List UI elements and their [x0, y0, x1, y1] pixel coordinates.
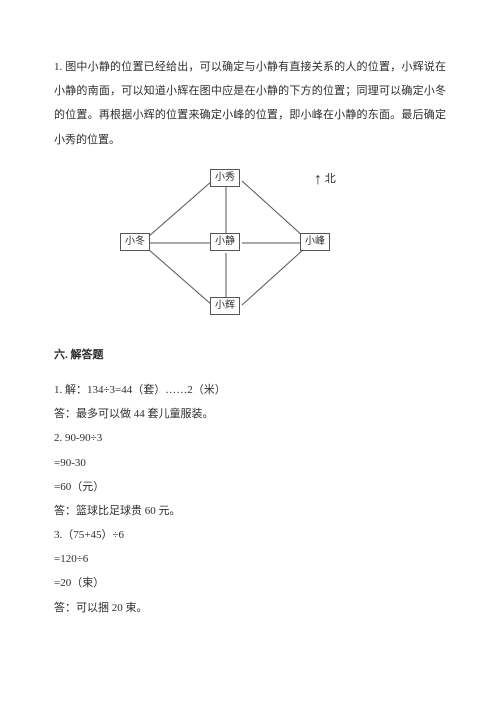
answer-line: =60（元）: [54, 475, 446, 499]
answer-line: 2. 90-90÷3: [54, 426, 446, 450]
north-indicator: ↑ 北: [314, 167, 336, 191]
answer-line: =120÷6: [54, 547, 446, 571]
answer-line: 答：可以捆 20 束。: [54, 596, 446, 620]
answer-line: =90-30: [54, 451, 446, 475]
answer-line: 答：篮球比足球贵 60 元。: [54, 499, 446, 523]
node-xiaofeng: 小峰: [300, 233, 330, 251]
answers-block: 1. 解：134÷3=44（套）……2（米）答：最多可以做 44 套儿童服装。2…: [54, 378, 446, 620]
intro-paragraph: 1. 图中小静的位置已经给出，可以确定与小静有直接关系的人的位置，小辉说在小静的…: [54, 55, 446, 152]
node-xiaohui: 小辉: [210, 297, 240, 315]
node-xiaojing: 小静: [210, 233, 240, 251]
north-label: 北: [325, 173, 336, 185]
answer-line: 3.（75+45）÷6: [54, 523, 446, 547]
page: 1. 图中小静的位置已经给出，可以确定与小静有直接关系的人的位置，小辉说在小静的…: [0, 0, 500, 707]
answer-line: =20（束）: [54, 571, 446, 595]
answer-line: 1. 解：134÷3=44（套）……2（米）: [54, 378, 446, 402]
answer-line: 答：最多可以做 44 套儿童服装。: [54, 402, 446, 426]
node-xiaoxiu: 小秀: [210, 169, 240, 187]
position-diagram: 小秀 小冬 小静 小峰 小辉 ↑ 北: [114, 163, 374, 333]
section-heading: 六. 解答题: [54, 343, 446, 367]
node-xiaodong: 小冬: [120, 233, 150, 251]
north-arrow-icon: ↑: [314, 176, 322, 184]
